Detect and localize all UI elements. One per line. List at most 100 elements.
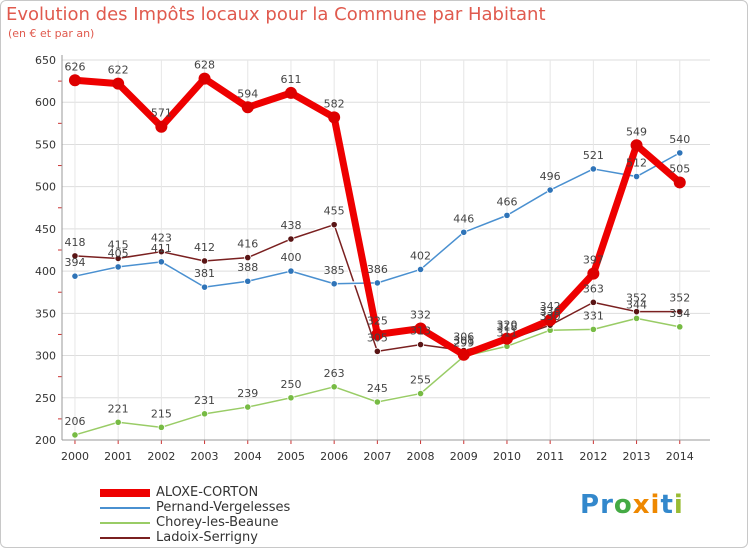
x-tick-label: 2007 [363, 450, 391, 463]
data-label: 540 [669, 133, 690, 146]
data-point [503, 211, 511, 219]
data-point [589, 325, 597, 333]
data-label: 385 [324, 264, 345, 277]
data-label: 466 [496, 195, 517, 208]
grid-lines [62, 59, 710, 441]
legend-label: ALOXE-CORTON [156, 484, 259, 500]
data-label: 245 [367, 382, 388, 395]
data-label: 416 [237, 238, 258, 251]
data-point [200, 283, 209, 291]
y-tick-label: 300 [35, 350, 56, 363]
data-label: 301 [453, 335, 474, 348]
x-tick-label: 2006 [320, 450, 348, 463]
data-point [330, 383, 338, 391]
logo-letter: r [600, 490, 614, 520]
data-label: 381 [194, 267, 215, 280]
legend-swatch [100, 506, 150, 509]
x-tick-label: 2014 [666, 450, 694, 463]
data-label: 496 [540, 170, 561, 183]
data-point [287, 267, 295, 275]
data-point [589, 165, 597, 173]
data-point [373, 347, 381, 355]
x-tick-label: 2000 [61, 450, 89, 463]
data-point [114, 263, 122, 271]
y-tick-label: 650 [35, 54, 56, 67]
y-tick-label: 600 [35, 96, 56, 109]
data-point [157, 423, 165, 431]
data-point [112, 77, 125, 90]
data-point [460, 228, 468, 236]
data-label: 611 [280, 73, 301, 86]
data-label: 313 [410, 325, 431, 338]
data-point [371, 328, 384, 341]
data-point [71, 252, 79, 260]
data-label: 394 [64, 256, 85, 269]
data-point [157, 248, 165, 256]
series-lines [68, 72, 686, 439]
data-point [114, 254, 122, 263]
proxiti-logo: Proxiti [580, 490, 684, 520]
data-label: 352 [669, 292, 690, 305]
legend-item: ALOXE-CORTON [100, 485, 290, 500]
logo-letter: i [673, 490, 684, 520]
data-label: 363 [583, 282, 604, 295]
x-tick-label: 2005 [277, 450, 305, 463]
data-point [373, 398, 381, 406]
data-point [68, 74, 81, 87]
data-label: 250 [280, 378, 301, 391]
data-point [589, 298, 597, 306]
data-label: 305 [367, 331, 388, 344]
data-point [241, 101, 254, 114]
data-label: 206 [64, 415, 85, 428]
data-point [155, 120, 168, 133]
legend-label: Pernand-Vergelesses [156, 499, 291, 515]
data-point [632, 172, 641, 181]
data-label: 344 [626, 298, 647, 311]
data-label: 549 [626, 125, 647, 138]
legend-swatch [100, 488, 150, 497]
x-tick-label: 2011 [536, 450, 564, 463]
data-label: 325 [367, 314, 388, 327]
data-point [200, 257, 209, 265]
data-label: 299 [453, 336, 474, 349]
axes: 200 250 300 350 400 450 500 550 600 650 2000 2001 20… [35, 54, 710, 463]
data-point [630, 139, 643, 152]
logo-letter: o [613, 490, 633, 520]
data-label: 438 [280, 219, 301, 232]
data-label: 521 [583, 149, 604, 162]
x-tick-label: 2010 [493, 450, 521, 463]
data-point [544, 314, 557, 327]
data-label: 512 [626, 157, 647, 170]
data-point [157, 258, 165, 266]
y-tick-label: 500 [35, 181, 56, 194]
data-point [198, 72, 211, 85]
logo-letter: P [580, 490, 601, 520]
data-point [416, 265, 425, 274]
data-point [287, 235, 295, 243]
data-point [244, 254, 252, 262]
data-point [676, 308, 684, 316]
data-label: 412 [194, 241, 215, 254]
legend-swatch [100, 536, 150, 539]
data-label: 386 [367, 263, 388, 276]
data-label: 418 [64, 236, 85, 249]
data-label: 318 [496, 320, 517, 333]
data-label: 405 [108, 247, 129, 260]
data-label: 397 [583, 254, 604, 267]
data-point [114, 418, 122, 426]
data-point [673, 176, 686, 189]
data-label: 320 [496, 319, 517, 332]
data-point [330, 221, 338, 229]
data-point [416, 340, 425, 349]
x-tick-label: 2002 [147, 450, 175, 463]
data-point [287, 394, 295, 402]
data-label: 455 [324, 205, 345, 218]
x-tick-label: 2012 [579, 450, 607, 463]
legend-swatch [100, 521, 150, 524]
x-tick-label: 2003 [191, 450, 219, 463]
data-point [414, 322, 427, 335]
data-label: 231 [194, 394, 215, 407]
y-tick-label: 350 [35, 307, 56, 320]
data-label: 255 [410, 374, 431, 387]
